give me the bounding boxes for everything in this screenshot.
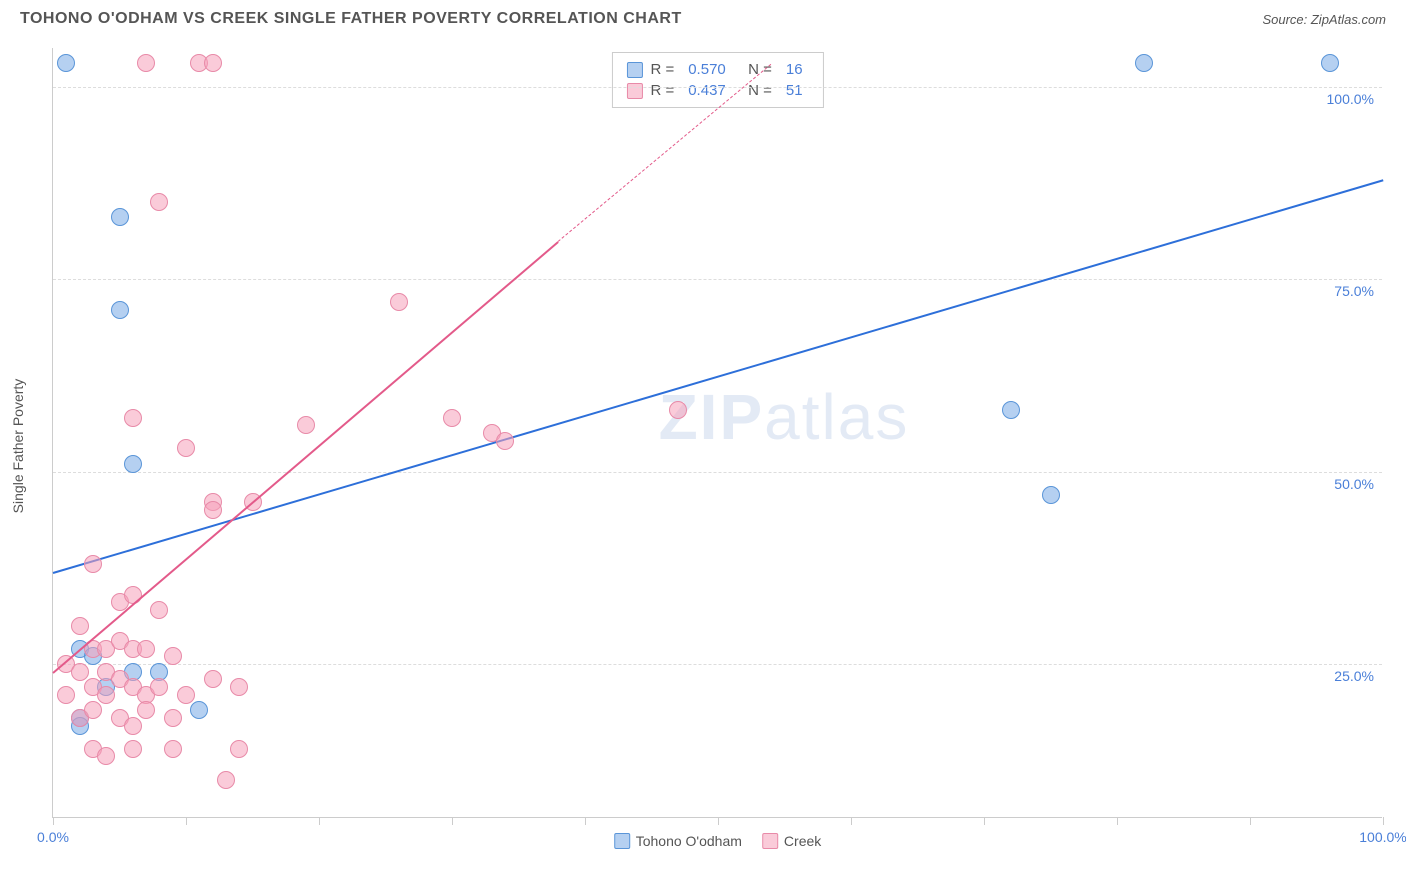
y-tick-label: 50.0% xyxy=(1334,476,1374,492)
data-point xyxy=(97,747,115,765)
stats-row: R =0.437 N =51 xyxy=(626,80,808,101)
stat-r-value: 0.570 xyxy=(688,61,726,78)
gridline xyxy=(53,87,1382,88)
data-point xyxy=(496,432,514,450)
watermark: ZIPatlas xyxy=(659,380,910,454)
x-tick xyxy=(851,817,852,825)
header: TOHONO O'ODHAM VS CREEK SINGLE FATHER PO… xyxy=(0,0,1406,33)
swatch-icon xyxy=(626,62,642,78)
trend-line xyxy=(53,179,1384,574)
data-point xyxy=(137,54,155,72)
x-tick xyxy=(186,817,187,825)
data-point xyxy=(71,617,89,635)
x-tick xyxy=(452,817,453,825)
data-point xyxy=(124,409,142,427)
y-tick-label: 100.0% xyxy=(1327,91,1374,107)
scatter-chart: ZIPatlas R =0.570 N =16R =0.437 N =51 To… xyxy=(52,48,1382,818)
data-point xyxy=(71,663,89,681)
data-point xyxy=(137,701,155,719)
data-point xyxy=(1002,401,1020,419)
x-tick-label: 0.0% xyxy=(37,829,69,845)
data-point xyxy=(84,555,102,573)
y-tick-label: 75.0% xyxy=(1334,283,1374,299)
data-point xyxy=(1135,54,1153,72)
legend-item: Tohono O'odham xyxy=(614,833,742,849)
legend: Tohono O'odham Creek xyxy=(614,833,822,849)
x-tick xyxy=(1117,817,1118,825)
data-point xyxy=(443,409,461,427)
legend-label: Tohono O'odham xyxy=(636,833,742,849)
data-point xyxy=(84,701,102,719)
data-point xyxy=(297,416,315,434)
stat-r-label: R = xyxy=(650,82,674,99)
gridline xyxy=(53,472,1382,473)
data-point xyxy=(124,586,142,604)
y-tick-label: 25.0% xyxy=(1334,668,1374,684)
data-point xyxy=(97,686,115,704)
x-tick-label: 100.0% xyxy=(1359,829,1406,845)
data-point xyxy=(1321,54,1339,72)
gridline xyxy=(53,279,1382,280)
data-point xyxy=(111,301,129,319)
data-point xyxy=(204,670,222,688)
stats-box: R =0.570 N =16R =0.437 N =51 xyxy=(611,52,823,108)
data-point xyxy=(164,740,182,758)
data-point xyxy=(177,686,195,704)
legend-item: Creek xyxy=(762,833,821,849)
data-point xyxy=(124,455,142,473)
data-point xyxy=(204,501,222,519)
data-point xyxy=(164,709,182,727)
data-point xyxy=(57,686,75,704)
y-axis-label: Single Father Poverty xyxy=(10,379,26,514)
swatch-icon xyxy=(614,833,630,849)
data-point xyxy=(230,740,248,758)
data-point xyxy=(124,717,142,735)
data-point xyxy=(230,678,248,696)
x-tick xyxy=(585,817,586,825)
data-point xyxy=(217,771,235,789)
chart-title: TOHONO O'ODHAM VS CREEK SINGLE FATHER PO… xyxy=(20,10,682,28)
data-point xyxy=(390,293,408,311)
data-point xyxy=(57,54,75,72)
x-tick xyxy=(1250,817,1251,825)
data-point xyxy=(150,678,168,696)
data-point xyxy=(137,640,155,658)
legend-label: Creek xyxy=(784,833,821,849)
data-point xyxy=(150,193,168,211)
data-point xyxy=(204,54,222,72)
swatch-icon xyxy=(626,83,642,99)
stats-row: R =0.570 N =16 xyxy=(626,59,808,80)
data-point xyxy=(177,439,195,457)
stat-r-value: 0.437 xyxy=(688,82,726,99)
data-point xyxy=(150,601,168,619)
x-tick xyxy=(1383,817,1384,825)
data-point xyxy=(669,401,687,419)
data-point xyxy=(1042,486,1060,504)
stat-n-value: 16 xyxy=(786,61,803,78)
data-point xyxy=(124,740,142,758)
gridline xyxy=(53,664,1382,665)
source-label: Source: ZipAtlas.com xyxy=(1262,12,1386,27)
data-point xyxy=(190,701,208,719)
stat-n-value: 51 xyxy=(786,82,803,99)
x-tick xyxy=(53,817,54,825)
data-point xyxy=(111,208,129,226)
stat-r-label: R = xyxy=(650,61,674,78)
x-tick xyxy=(319,817,320,825)
x-tick xyxy=(718,817,719,825)
x-tick xyxy=(984,817,985,825)
swatch-icon xyxy=(762,833,778,849)
data-point xyxy=(164,647,182,665)
